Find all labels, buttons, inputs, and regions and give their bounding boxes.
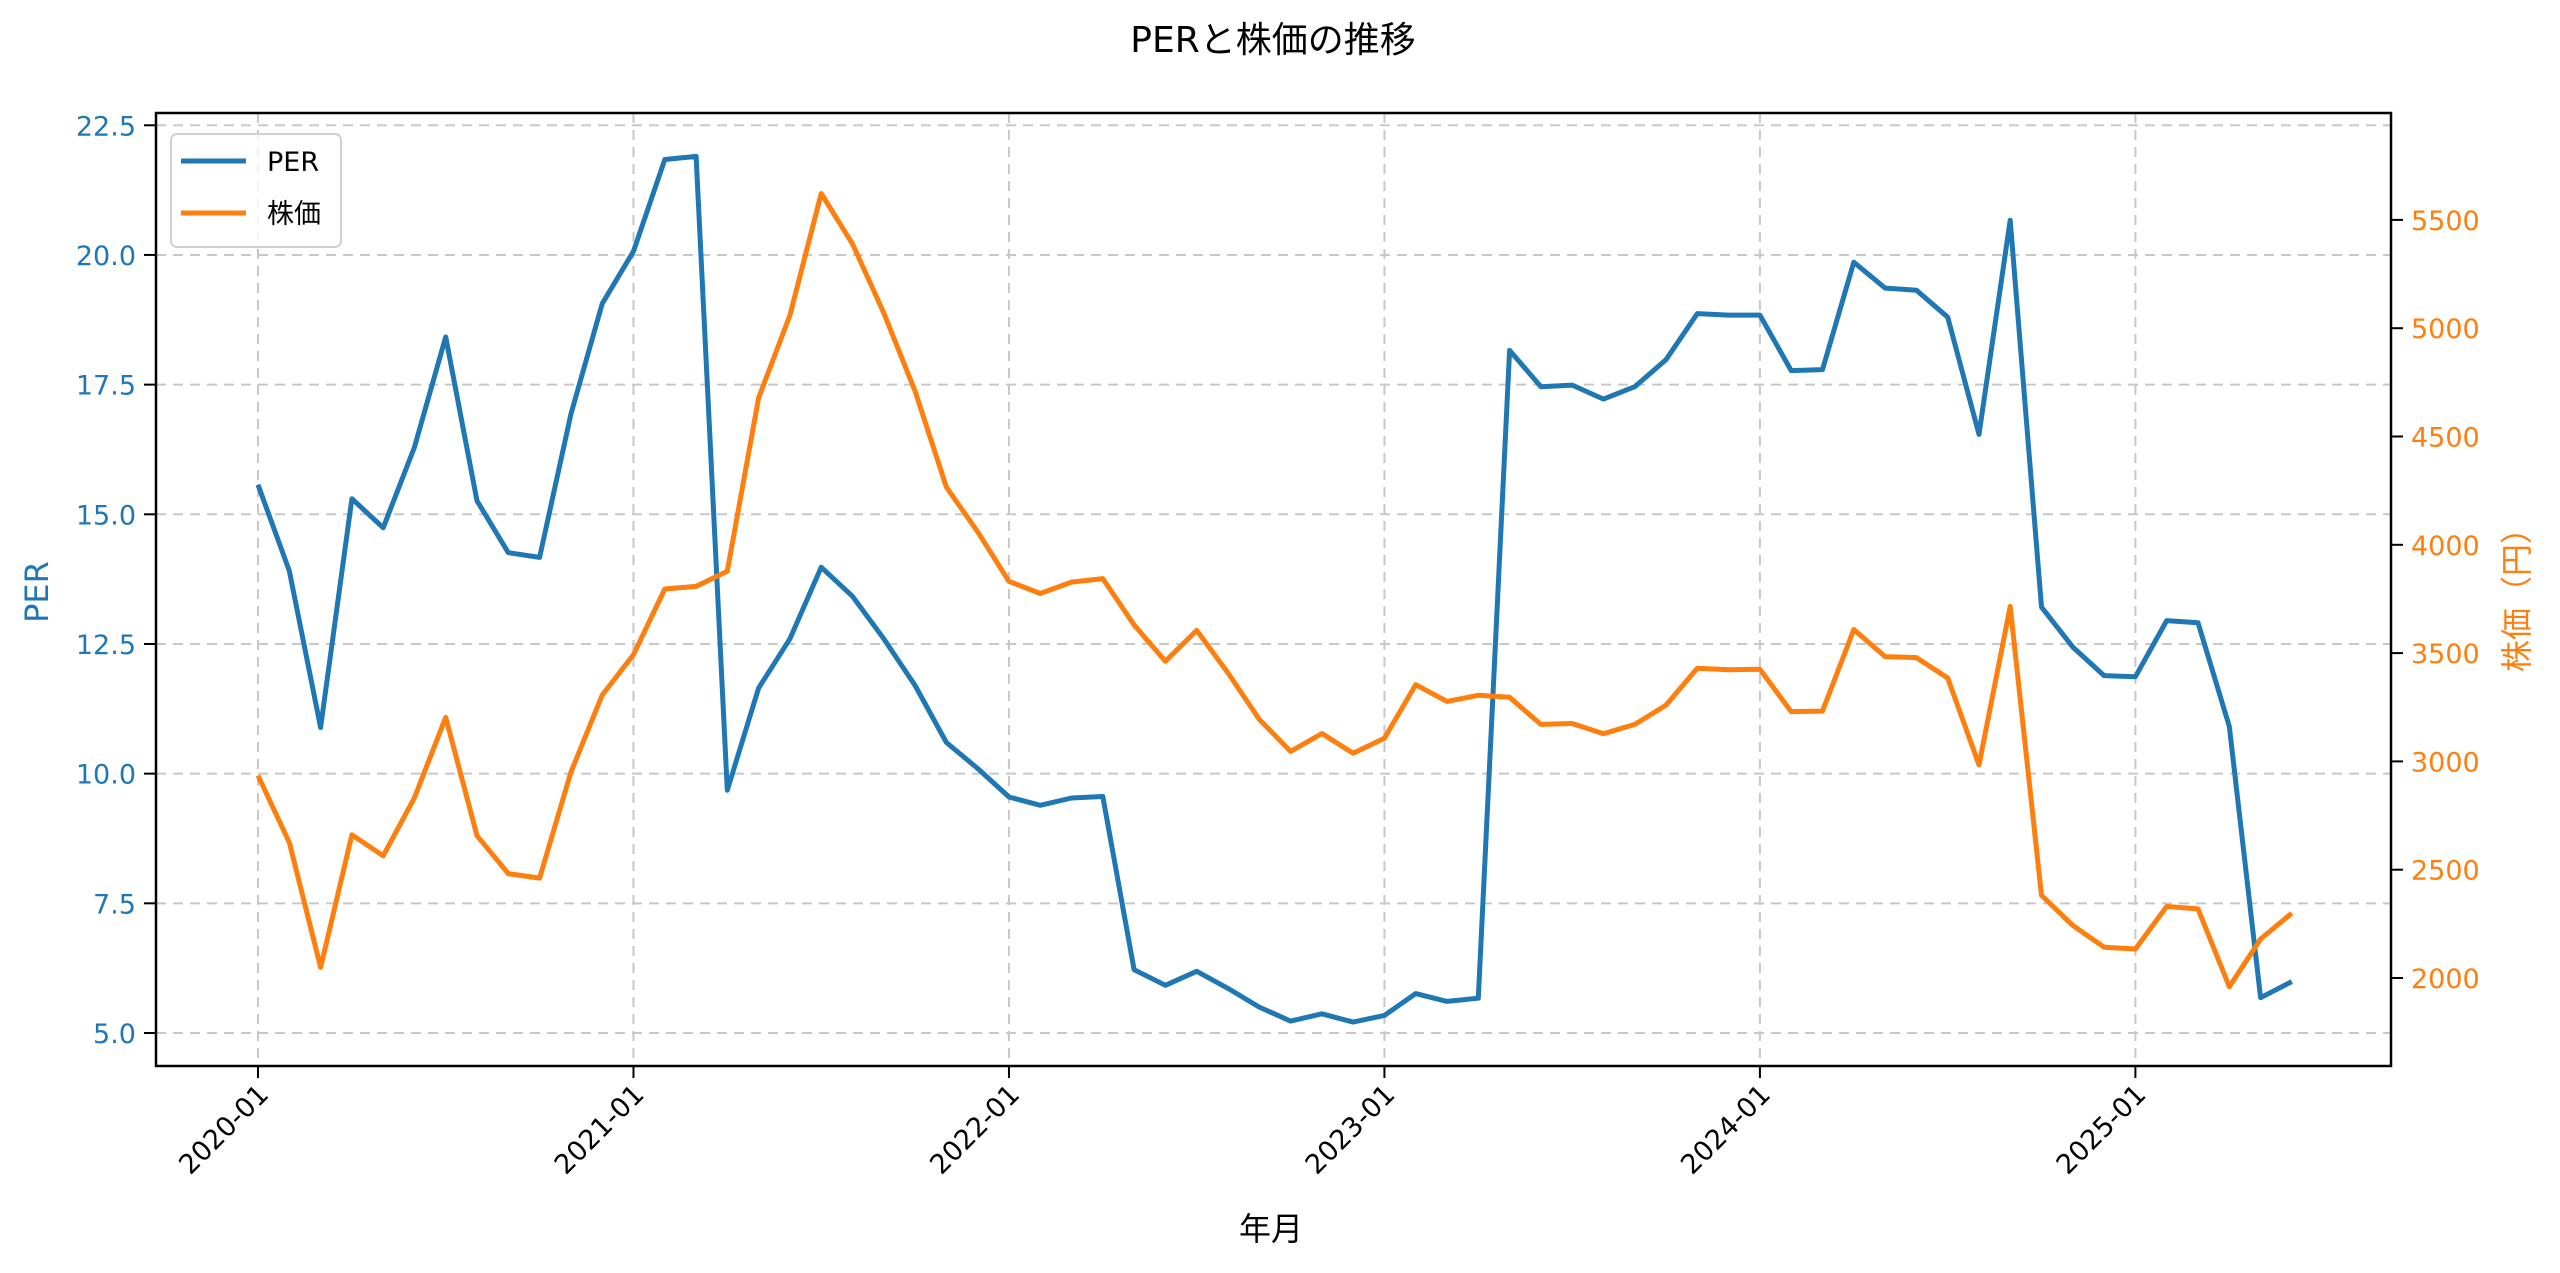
y2-tick-label: 3000 [2411, 747, 2480, 778]
legend-label-per: PER [267, 147, 319, 178]
y-tick-label: 15.0 [76, 500, 136, 531]
y-tick-label: 17.5 [76, 371, 136, 402]
data-series [255, 153, 2294, 1025]
y2-tick-label: 3500 [2411, 639, 2480, 670]
x-tick-label: 2020-01 [173, 1079, 275, 1181]
x-tick-label: 2021-01 [549, 1079, 651, 1181]
x-tick-label: 2022-01 [924, 1079, 1026, 1181]
plot-area-frame [154, 111, 2393, 1068]
x-axis: 2020-01 2021-01 2022-01 2023-01 2024-01 2025-… [173, 1066, 2152, 1181]
y-tick-label: 7.5 [93, 889, 136, 920]
y2-tick-label: 5500 [2411, 206, 2480, 237]
chart-title: PERと株価の推移 [1130, 20, 1415, 61]
legend-label-price: 株価 [267, 199, 321, 230]
y2-tick-label: 5000 [2411, 314, 2480, 345]
y-tick-label: 22.5 [76, 111, 136, 142]
x-axis-label: 年月 [1239, 1210, 1303, 1248]
price-line [255, 191, 2294, 990]
y-axis-label-left: PER [18, 561, 56, 623]
y-axis-label-right: 株価（円） [2498, 512, 2536, 672]
y-tick-label: 10.0 [76, 760, 136, 791]
y-tick-label: 12.5 [76, 630, 136, 661]
right-y-axis: 2000 2500 3000 3500 4000 4500 5000 5500 [2391, 206, 2480, 995]
x-tick-label: 2024-01 [1675, 1079, 1777, 1181]
per-line [255, 153, 2293, 1025]
legend: PER 株価 [170, 133, 342, 248]
y-tick-label: 5.0 [93, 1019, 136, 1050]
grid-lines [156, 113, 2391, 1066]
x-tick-label: 2025-01 [2051, 1079, 2153, 1181]
y2-tick-label: 4000 [2411, 531, 2480, 562]
y2-tick-label: 2000 [2411, 964, 2480, 995]
x-tick-label: 2023-01 [1300, 1079, 1402, 1181]
y2-tick-label: 2500 [2411, 856, 2480, 887]
y2-tick-label: 4500 [2411, 423, 2480, 454]
y-tick-label: 20.0 [76, 241, 136, 272]
left-y-axis: 5.0 7.5 10.0 12.5 15.0 17.5 20.0 22.5 [76, 111, 156, 1050]
